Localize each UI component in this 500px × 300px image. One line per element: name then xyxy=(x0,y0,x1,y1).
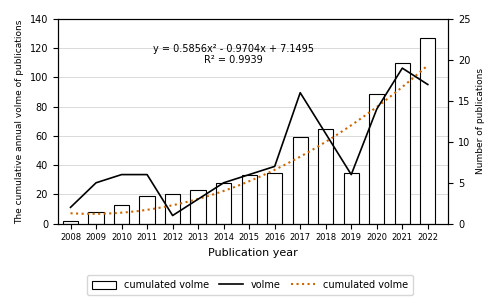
Bar xyxy=(165,194,180,224)
Bar xyxy=(114,205,129,224)
Bar xyxy=(318,129,334,224)
Text: y = 0.5856x² - 0.9704x + 7.1495
R² = 0.9939: y = 0.5856x² - 0.9704x + 7.1495 R² = 0.9… xyxy=(153,44,314,65)
Bar xyxy=(216,183,232,224)
Bar xyxy=(63,221,78,224)
Bar xyxy=(369,94,384,224)
Bar xyxy=(190,190,206,224)
Bar xyxy=(420,38,436,224)
Y-axis label: Number of publications: Number of publications xyxy=(476,68,485,174)
Y-axis label: The cumulative annual volme of publications: The cumulative annual volme of publicati… xyxy=(15,19,24,224)
Bar xyxy=(267,172,282,224)
Bar xyxy=(292,137,308,224)
Bar xyxy=(242,176,257,224)
Bar xyxy=(88,212,104,224)
Bar xyxy=(140,196,155,224)
X-axis label: Publication year: Publication year xyxy=(208,248,298,258)
Legend: cumulated volme, volme, cumulated volme: cumulated volme, volme, cumulated volme xyxy=(87,275,413,295)
Bar xyxy=(394,63,410,224)
Bar xyxy=(344,172,359,224)
